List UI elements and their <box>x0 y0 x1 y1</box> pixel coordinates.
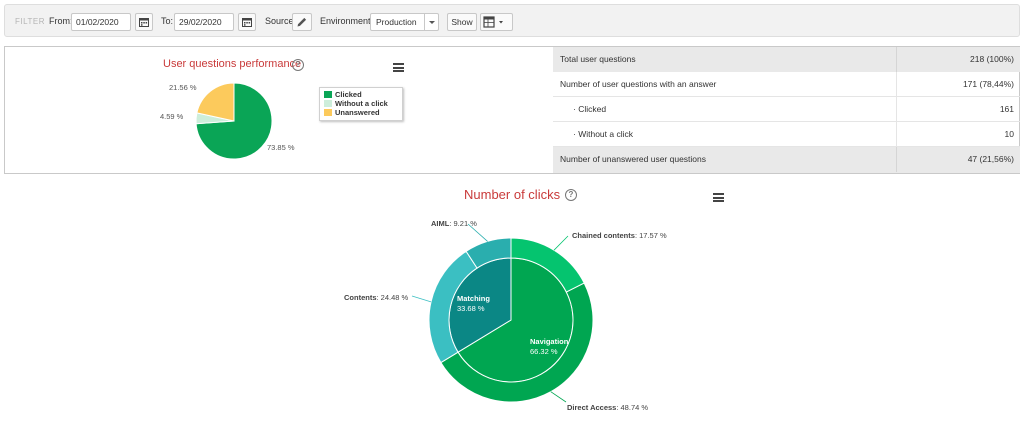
calendar-icon <box>242 18 252 27</box>
chevron-down-icon <box>424 14 438 30</box>
pie-slice-unanswered[interactable] <box>196 82 235 122</box>
performance-pie-chart <box>195 82 273 160</box>
table-row: Number of user questions with an answer … <box>553 72 1020 97</box>
export-menu-button[interactable] <box>480 13 513 31</box>
from-date-input[interactable]: 01/02/2020 <box>71 13 131 31</box>
pencil-icon <box>297 17 307 27</box>
performance-panel: User questions performance ? 21.56 % 4.5… <box>4 46 1020 174</box>
to-calendar-button[interactable] <box>238 13 256 31</box>
stat-label: Number of unanswered user questions <box>560 154 706 164</box>
leader-line-direct-access <box>550 391 567 403</box>
help-icon[interactable]: ? <box>292 59 304 71</box>
environment-label: Environment: <box>320 16 374 26</box>
pie-label-unanswered: 21.56 % <box>169 83 197 92</box>
legend-item-without-click[interactable]: Without a click <box>324 99 398 108</box>
performance-legend: Clicked Without a click Unanswered <box>319 87 403 121</box>
calendar-icon <box>139 18 149 27</box>
show-button[interactable]: Show <box>447 13 477 31</box>
sunburst-label-chained-contents: Chained contents: 17.57 % <box>572 231 667 240</box>
table-row: Total user questions 218 (100%) <box>553 47 1020 72</box>
performance-chart-title: User questions performance <box>163 58 302 70</box>
from-calendar-button[interactable] <box>135 13 153 31</box>
pie-label-clicked: 73.85 % <box>267 143 295 152</box>
performance-menu-icon[interactable] <box>393 63 404 72</box>
filter-label: FILTER <box>15 17 45 26</box>
stat-value: 171 (78,44%) <box>962 79 1014 89</box>
stat-value: 161 <box>999 104 1014 114</box>
to-date-input[interactable]: 29/02/2020 <box>174 13 234 31</box>
stat-label: Total user questions <box>560 54 636 64</box>
clicks-sunburst-chart <box>411 223 594 403</box>
leader-line-chained-contents <box>553 235 569 251</box>
sunburst-outer-direct-access[interactable] <box>440 282 594 403</box>
from-label: From: <box>49 16 73 26</box>
stat-value: 218 (100%) <box>970 54 1014 64</box>
table-row: · Clicked 161 <box>553 97 1020 122</box>
sunburst-label-contents: Contents: 24.48 % <box>344 293 409 302</box>
sunburst-label-aiml: AIML: 9.21 % <box>431 219 477 228</box>
spreadsheet-icon <box>483 16 503 28</box>
pie-label-without-click: 4.59 % <box>160 112 184 121</box>
table-row: Number of unanswered user questions 47 (… <box>553 147 1020 173</box>
stat-label: · Clicked <box>573 104 607 114</box>
sunburst-outer-aiml[interactable] <box>465 237 512 269</box>
environment-select[interactable]: Production <box>370 13 439 31</box>
sunburst-label-direct-access: Direct Access: 48.74 % <box>567 403 649 412</box>
legend-item-unanswered[interactable]: Unanswered <box>324 108 398 117</box>
stat-value: 10 <box>1004 129 1014 139</box>
filter-bar: FILTER From: 01/02/2020 To: 29/02/2020 S… <box>4 4 1020 37</box>
environment-value: Production <box>376 17 417 27</box>
leader-line-contents <box>411 295 432 303</box>
help-icon[interactable]: ? <box>565 189 577 201</box>
table-row: · Without a click 10 <box>553 122 1020 147</box>
legend-item-clicked[interactable]: Clicked <box>324 90 398 99</box>
stat-label: · Without a click <box>573 129 633 139</box>
source-edit-button[interactable] <box>292 13 312 31</box>
stat-label: Number of user questions with an answer <box>560 79 717 89</box>
clicks-menu-icon[interactable] <box>713 193 724 202</box>
to-label: To: <box>161 16 174 26</box>
clicks-chart-title: Number of clicks <box>464 187 561 202</box>
source-label: Source <box>265 16 294 26</box>
leader-line-aiml <box>467 223 488 242</box>
sunburst-inner-label-navigation: Navigation 66.32 % <box>530 337 569 356</box>
sunburst-inner-label-matching: Matching 33.68 % <box>457 294 490 313</box>
stat-value: 47 (21,56%) <box>967 154 1014 164</box>
stats-table: Total user questions 218 (100%) Number o… <box>553 47 1020 173</box>
